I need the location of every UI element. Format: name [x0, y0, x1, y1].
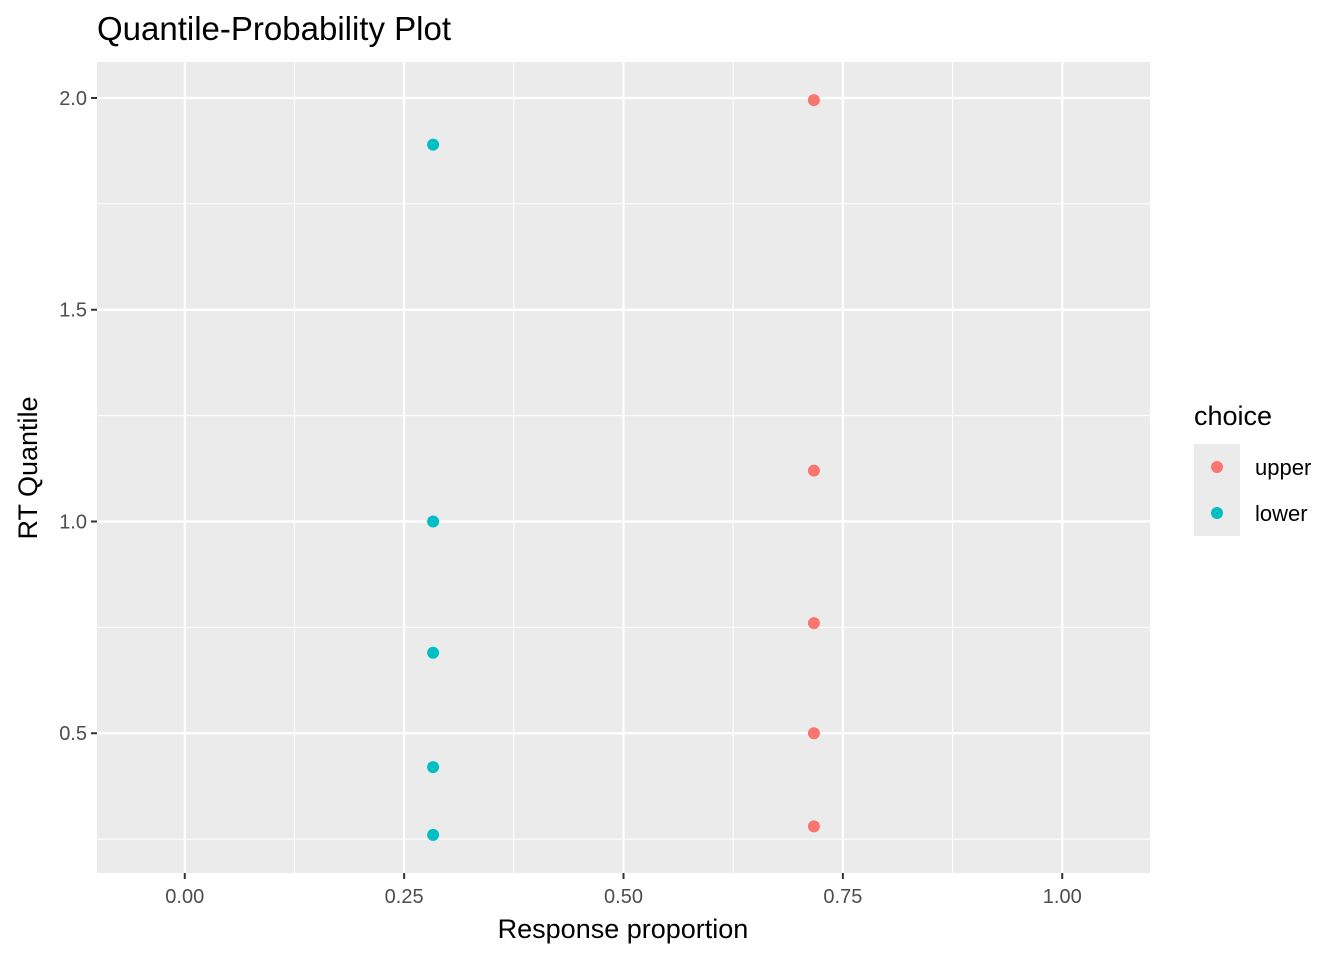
x-axis-title: Response proportion	[498, 914, 749, 944]
x-tick-label: 0.75	[823, 886, 862, 908]
y-axis-title: RT Quantile	[13, 396, 43, 539]
legend: choice upper lower	[1194, 401, 1311, 536]
data-point-lower	[427, 138, 440, 151]
x-tick-label: 0.50	[604, 886, 643, 908]
data-point-upper	[807, 820, 820, 833]
x-axis: 0.00 0.25 0.50 0.75 1.00	[165, 873, 1082, 908]
legend-label-upper: upper	[1255, 455, 1311, 480]
data-point-lower	[427, 515, 440, 528]
data-point-lower	[427, 761, 440, 774]
y-tick-label: 2.0	[59, 88, 87, 110]
major-gridlines	[97, 62, 1150, 873]
data-point-upper	[807, 464, 820, 477]
x-tick-label: 0.00	[165, 886, 204, 908]
y-tick-label: 1.5	[59, 300, 87, 322]
x-tick-label: 1.00	[1043, 886, 1082, 908]
data-point-lower	[427, 828, 440, 841]
legend-title: choice	[1194, 401, 1272, 431]
legend-key-background	[1194, 444, 1240, 536]
y-tick-label: 1.0	[59, 511, 87, 533]
legend-label-lower: lower	[1255, 501, 1308, 526]
data-point-lower	[427, 646, 440, 659]
data-points	[427, 94, 820, 841]
data-point-upper	[807, 617, 820, 630]
y-tick-label: 0.5	[59, 723, 87, 745]
x-tick-label: 0.25	[385, 886, 424, 908]
legend-entries: upper lower	[1211, 455, 1311, 526]
legend-key-lower	[1211, 507, 1223, 519]
data-point-upper	[807, 727, 820, 740]
legend-key-upper	[1211, 461, 1223, 473]
chart-title: Quantile-Probability Plot	[97, 10, 451, 47]
data-point-upper	[807, 94, 820, 107]
y-axis: 0.5 1.0 1.5 2.0	[59, 88, 97, 745]
